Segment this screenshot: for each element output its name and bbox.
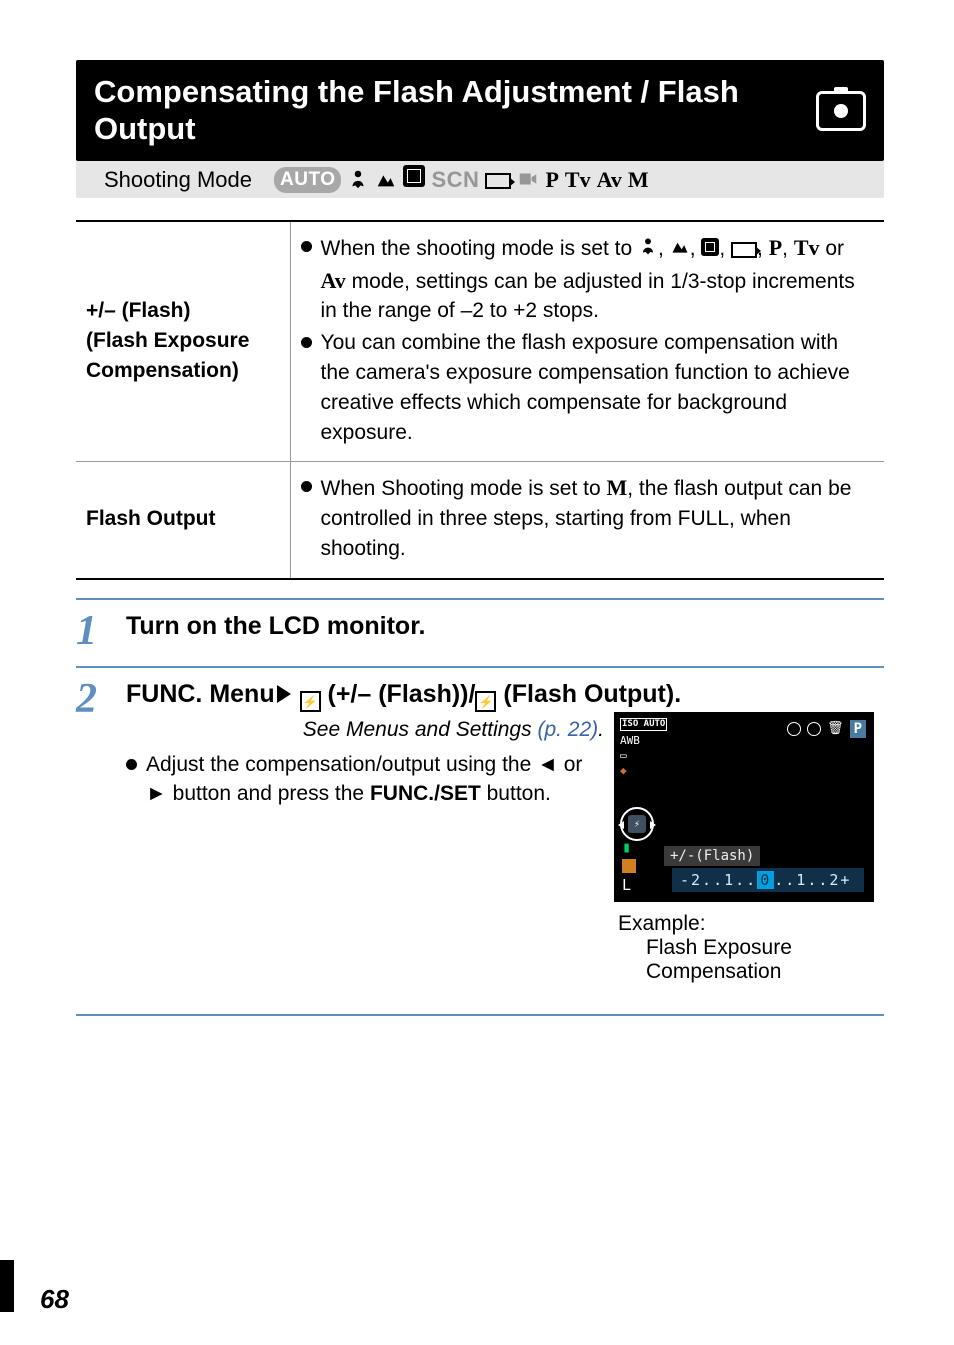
triangle-right-icon [277,685,291,703]
step-1: 1 Turn on the LCD monitor. [76,598,884,666]
lcd-dial-icon: ⚡ [620,807,654,841]
lcd-scale: -2..1..0..1..2+ [672,868,864,892]
arrow-right-icon: ► [146,779,167,808]
mode-strip: AUTO SCN P Tv Av M [274,165,649,194]
av-letter: Av [321,268,346,293]
step2-heading: FUNC. Menu ⚡ (+/– (Flash))/⚡ (Flash Outp… [126,678,884,712]
mode-av: Av [597,167,622,193]
mode-movie-icon [517,166,539,194]
step-2: 2 FUNC. Menu ⚡ (+/– (Flash))/⚡ (Flash Ou… [76,666,884,1016]
step2-subtext: See Menus and Settings (p. 22). [126,718,604,742]
row2-label: Flash Output [76,462,290,579]
row1-bullet2: You can combine the flash exposure compe… [301,328,873,447]
step-number: 1 [76,610,126,652]
mode-night-icon [403,165,425,194]
lcd-drive-icon: ▭ [620,750,667,761]
lcd-orange-icon [622,859,636,873]
step-number: 2 [76,678,126,984]
arrow-left-icon: ◄ [537,750,558,779]
shooting-mode-row: Shooting Mode AUTO SCN P Tv Av M [76,161,884,198]
mode-auto-icon: AUTO [274,167,341,193]
row2-bullet1: When Shooting mode is set to M, the flas… [301,472,873,563]
lcd-timer-icon [807,722,821,736]
page-number: 68 [40,1284,69,1315]
lcd-awb-icon: AWB [620,735,667,746]
section-title-bar: Compensating the Flash Adjustment / Flas… [76,60,884,161]
flash-output-icon: ⚡ [475,691,496,712]
lcd-iso-icon: ISO AUTO [620,718,667,731]
mode-p: P [545,167,558,193]
row1-bullet1: When the shooting mode is set to , , , ,… [301,232,873,326]
p-letter: P [769,235,782,260]
table-row: Flash Output When Shooting mode is set t… [76,462,884,579]
lcd-flash-label: +/-(Flash) [664,846,760,866]
mode-m: M [628,167,649,193]
landscape-icon [670,235,690,265]
row1-label: +/– (Flash)(Flash Exposure Compensation) [76,221,290,462]
page-ref-link[interactable]: (p. 22) [537,718,598,741]
lcd-meter-icon [787,722,801,736]
mode-portrait-icon [347,166,369,194]
step2-para: Adjust the compensation/output using the… [126,750,604,809]
step1-heading: Turn on the LCD monitor. [126,610,884,643]
lcd-screenshot: ISO AUTO AWB ▭ ◆ 🗑 P ⚡ [614,712,874,902]
side-tab-marker [0,1260,14,1312]
mode-stitch-icon [485,166,511,194]
section-title: Compensating the Flash Adjustment / Flas… [94,74,816,147]
info-table: +/– (Flash)(Flash Exposure Compensation)… [76,220,884,580]
shooting-mode-label: Shooting Mode [104,167,252,193]
night-icon [701,235,719,265]
lcd-mode-p: P [850,720,866,738]
lcd-effect-icon: ◆ [620,765,667,776]
mode-scn-icon: SCN [431,167,479,193]
mode-tv: Tv [565,167,591,193]
mode-landscape-icon [375,166,397,194]
lcd-size-l: L [622,876,636,894]
flash-comp-icon: ⚡ [300,691,321,712]
lcd-trash-icon: 🗑 [827,721,844,736]
m-letter: M [607,475,628,500]
screenshot-caption: Example: Flash Exposure Compensation [614,912,884,984]
portrait-icon [638,235,658,265]
lcd-green-icon: ▮ [622,838,636,856]
row2-desc: When Shooting mode is set to M, the flas… [290,462,884,579]
steps-list: 1 Turn on the LCD monitor. 2 FUNC. Menu … [76,598,884,1016]
stitch-icon [731,235,757,265]
camera-icon [816,91,866,131]
tv-letter: Tv [794,235,820,260]
row1-desc: When the shooting mode is set to , , , ,… [290,221,884,462]
table-row: +/– (Flash)(Flash Exposure Compensation)… [76,221,884,462]
